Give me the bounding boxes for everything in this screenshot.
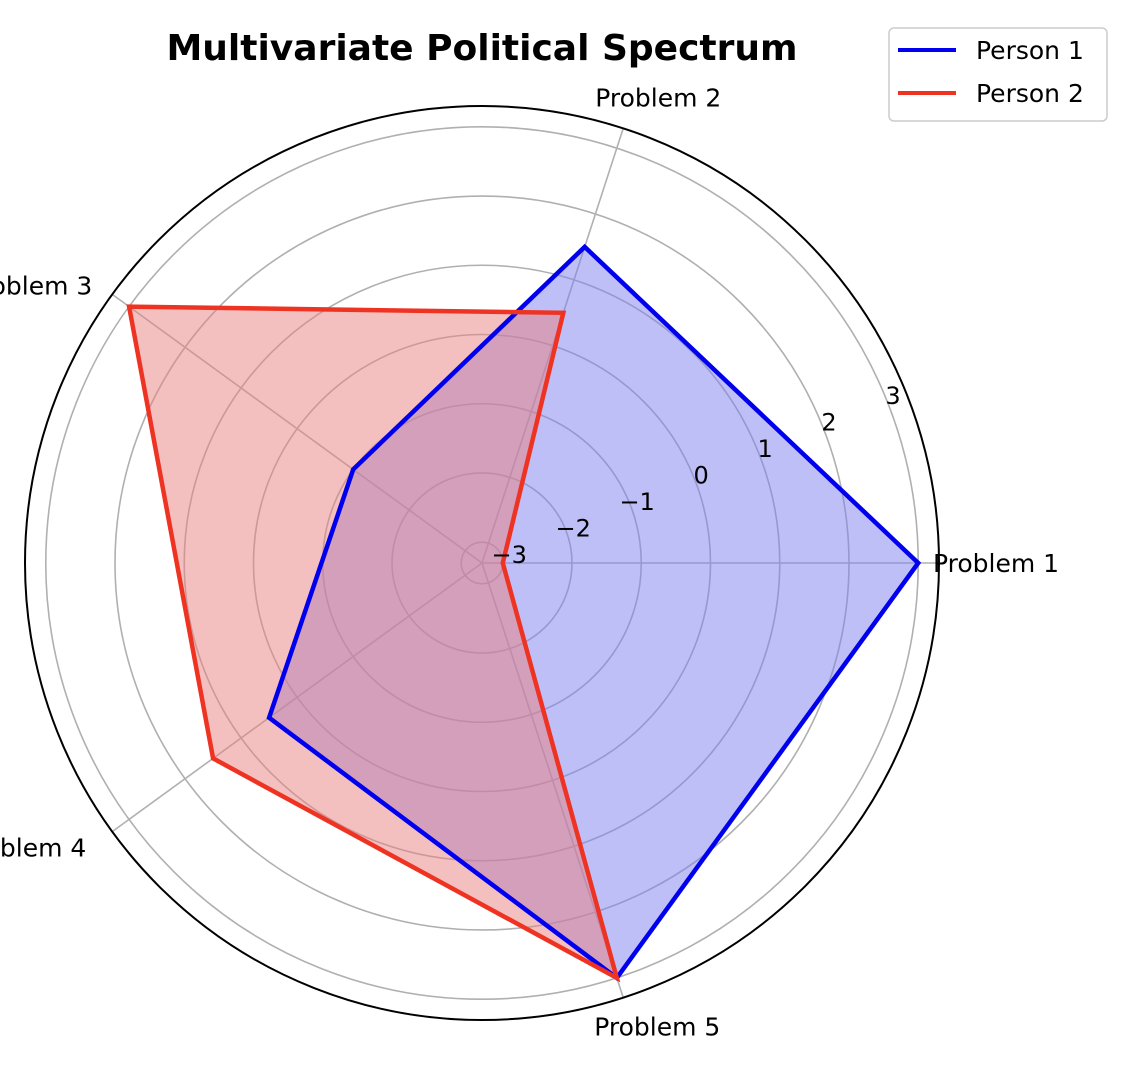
radial-tick-label: 3 [885, 382, 900, 410]
category-label: Problem 4 [0, 834, 86, 863]
chart-title: Multivariate Political Spectrum [166, 28, 797, 69]
outer-frame-circle [24, 105, 940, 1021]
series-line-1 [266, 243, 922, 982]
radial-tick-label: 1 [757, 435, 772, 463]
radial-tick-label: −3 [491, 541, 526, 569]
radial-tick-label: 2 [821, 409, 836, 437]
radial-tick-label: −2 [555, 515, 590, 543]
label-layer: Problem 1 Problem 2 Problem 3 Problem 4 Prob… [0, 83, 1059, 1041]
series-layer [126, 243, 922, 983]
legend-label-person-1: Person 1 [976, 36, 1084, 65]
legend-label-person-2: Person 2 [976, 79, 1084, 108]
radial-tick-label: 0 [693, 462, 708, 490]
series-line-2 [126, 304, 621, 983]
radial-tick-label: −1 [619, 488, 654, 516]
legend[interactable]: Person 1 Person 2 [888, 27, 1108, 122]
category-label: Problem 5 [594, 1013, 720, 1042]
category-label: Problem 2 [595, 83, 721, 112]
category-label: Problem 1 [933, 549, 1059, 578]
category-label: Problem 3 [0, 271, 92, 300]
series-area-2 [129, 306, 617, 978]
